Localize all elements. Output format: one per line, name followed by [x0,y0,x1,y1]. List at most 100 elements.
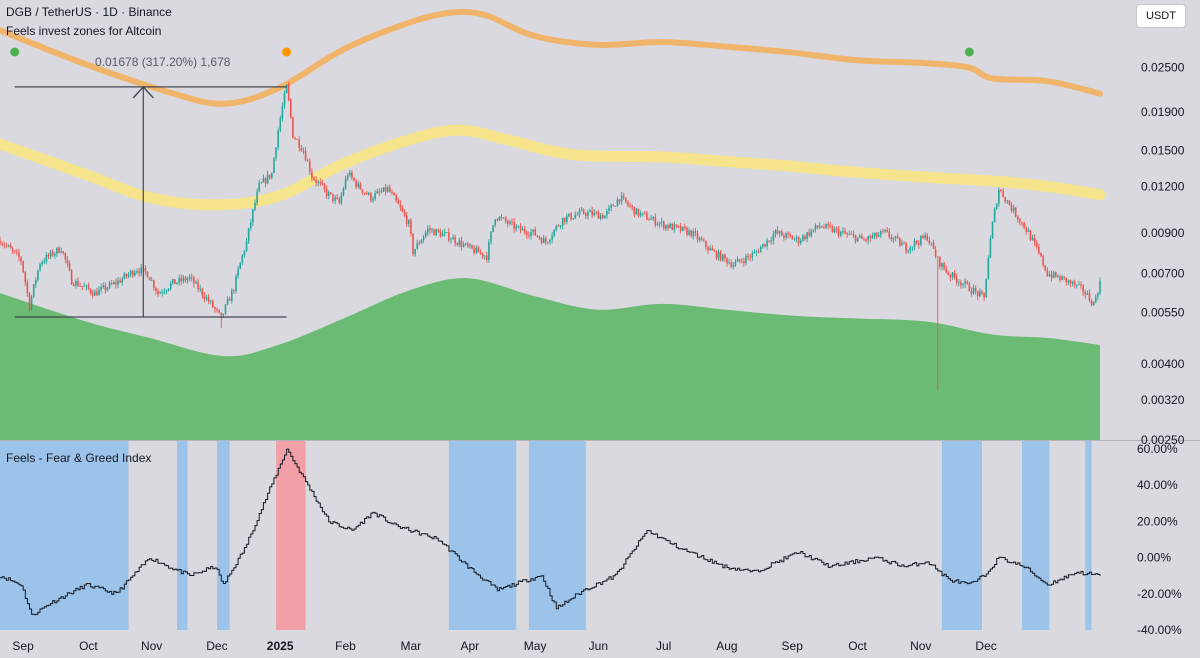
price-tick: 0.00320 [1141,393,1185,407]
indicator-title[interactable]: Feels invest zones for Altcoin [6,24,162,38]
candle-body [18,252,20,258]
candle [681,226,684,232]
candle-body [740,261,743,262]
candle [186,276,189,284]
candle [831,224,834,233]
candle [311,168,313,182]
candle [214,306,216,313]
candle-body [572,218,574,220]
candle [759,245,762,253]
candle-body [110,282,113,284]
candle-body [858,235,861,238]
candle-body [77,280,79,287]
candle [372,196,374,203]
candle-body [1,244,3,246]
candle [1021,222,1023,227]
candle [557,224,560,227]
candle-body [869,236,872,239]
candle [437,228,440,233]
candle [953,269,956,280]
candle [1097,291,1099,300]
candle [397,197,400,205]
candle [283,90,286,109]
candle-body [72,284,75,286]
candle-body [823,227,825,229]
candle-body [917,243,920,245]
candle [37,269,39,282]
candle-body [125,273,128,277]
candle-body [340,195,343,203]
candle [1,241,3,247]
candle-body [129,271,132,275]
candle [197,278,199,293]
candle-body [24,272,27,283]
candle [981,289,983,296]
candle [1080,281,1082,290]
candle-body [913,240,916,247]
candle [53,251,56,259]
candle-body [245,241,248,251]
candle [958,279,960,287]
index-tick: 0.00% [1137,551,1171,565]
candle-body [880,231,882,235]
candle-body [530,232,532,236]
candle-body [610,205,612,208]
candle-body [155,288,157,292]
candle [325,185,328,199]
candle-body [349,172,351,176]
price-tick: 0.02500 [1141,61,1185,75]
fear-zone [1085,440,1092,630]
candle-body [35,280,37,285]
candle [863,237,865,242]
candle [5,242,8,249]
candle-body [998,190,1000,204]
currency-button[interactable]: USDT [1136,4,1186,28]
candle-body [703,240,705,242]
candle [64,252,67,264]
price-tick: 0.00400 [1141,357,1185,371]
candle-body [587,212,589,216]
candle [947,270,950,276]
candle [378,188,381,196]
price-tick: 0.00250 [1141,433,1185,447]
candle [570,212,572,221]
candle-body [831,226,834,233]
candle [1063,276,1065,281]
candle-body [209,300,212,302]
candle [62,250,65,255]
candle-body [641,212,644,214]
candle [700,236,703,242]
candle [1082,284,1084,297]
candle [43,257,46,265]
candle [920,235,922,247]
candle [7,244,10,248]
candle-body [827,224,829,226]
candle-body [372,198,374,201]
candle [271,172,273,180]
fear-greed-title[interactable]: Feels - Fear & Greed Index [6,451,152,465]
candle [536,235,539,238]
candle [363,192,366,196]
candle [237,266,239,279]
candle [852,230,855,238]
candle-body [667,225,669,229]
candle-body [665,225,667,229]
candle-body [793,238,796,240]
candle-body [150,280,153,281]
candle-body [711,248,714,251]
candle [976,290,979,301]
candle [616,196,619,207]
candle [153,279,155,291]
candle-body [806,232,808,239]
candle-body [563,217,566,222]
candle [877,231,880,238]
candle-body [888,231,891,237]
candle-body [91,293,94,296]
candle [11,246,14,255]
candle [243,250,246,258]
candle [338,196,341,205]
candle [87,282,90,291]
time-tick: Dec [975,639,996,653]
